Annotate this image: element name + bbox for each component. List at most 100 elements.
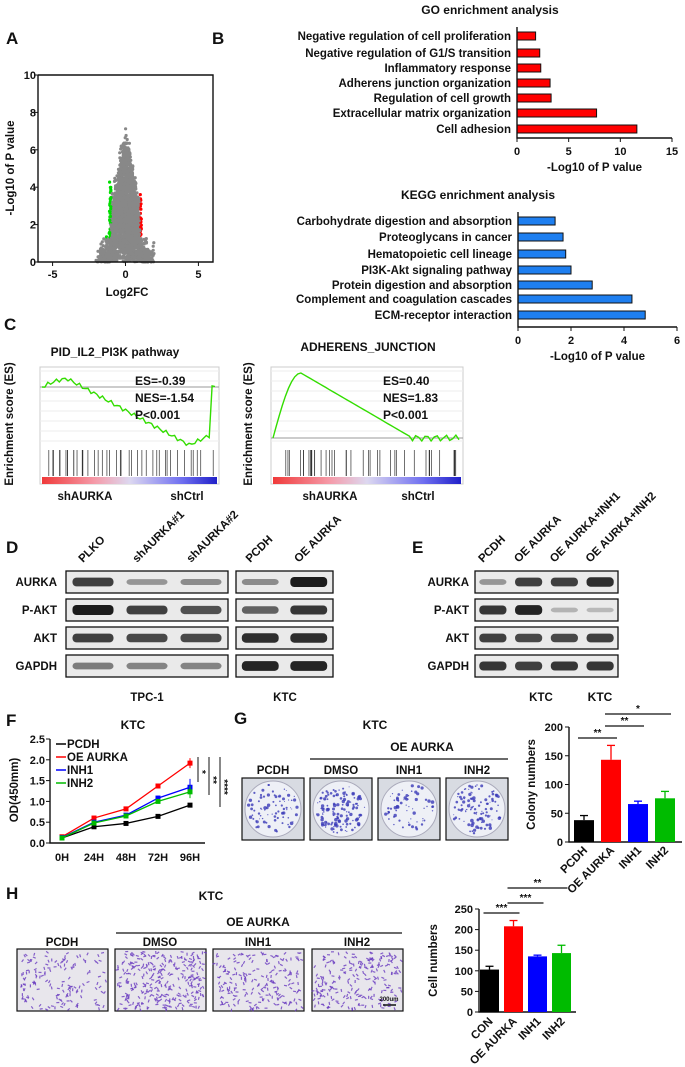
cell-mark (369, 958, 374, 961)
cell-mark (242, 960, 246, 965)
colony-dot (495, 810, 498, 812)
cell-mark (371, 1004, 374, 1008)
volcano-point (119, 217, 123, 221)
cell-mark (295, 1001, 298, 1005)
cell-mark (50, 1005, 55, 1007)
cell-mark (296, 958, 300, 962)
colony-dot (351, 828, 354, 832)
colony-dot (473, 828, 477, 832)
cell-mark (331, 986, 335, 990)
cell-mark (393, 954, 397, 958)
cell-mark (94, 959, 97, 963)
cell-mark (64, 955, 66, 959)
cell-mark (39, 1008, 43, 1010)
colony-dot (494, 800, 497, 803)
cell-mark (177, 992, 181, 996)
volcano-xlabel: Log2FC (106, 287, 149, 299)
cell-mark (316, 977, 320, 980)
colony-dot (414, 797, 418, 802)
cell-mark (321, 982, 324, 986)
significance-label: *** (520, 893, 532, 904)
cell-mark (78, 985, 81, 989)
volcano-point (99, 242, 103, 246)
panel-letter-f: F (6, 711, 16, 730)
volcano-point (105, 253, 109, 258)
panel-letter-b: B (212, 29, 224, 48)
cell-mark (100, 951, 105, 954)
cell-mark (140, 965, 144, 969)
colony-dot (259, 814, 262, 817)
colony-dot (337, 817, 340, 820)
cell-mark (61, 1002, 64, 1006)
volcano-point (137, 199, 141, 203)
cell-mark (150, 988, 154, 993)
kegg-chart: Carbohydrate digestion and absorption Pro… (296, 212, 680, 363)
cell-mark (377, 976, 379, 980)
cell-line-label: KTC (273, 692, 297, 704)
volcano-point (125, 240, 129, 244)
colony-dot (271, 813, 273, 815)
cell-mark (322, 955, 327, 959)
volcano-point (128, 177, 132, 181)
cell-mark (202, 976, 206, 980)
volcano-point (121, 167, 125, 172)
colony-dot (476, 784, 478, 786)
colony-dot (398, 819, 401, 822)
cell-mark (378, 958, 382, 962)
colony-dot (463, 820, 465, 823)
cell-mark (349, 967, 353, 970)
cell-mark (149, 976, 153, 980)
cell-mark (176, 1004, 180, 1008)
cell-mark (164, 958, 167, 963)
y-tick-label: 0.5 (30, 817, 45, 829)
cell-mark (393, 972, 397, 975)
blot-lane-label: PCDH (477, 534, 509, 566)
cell-mark (190, 974, 194, 977)
colony-dot (277, 810, 280, 813)
cell-mark (122, 960, 126, 964)
volcano-point (133, 255, 137, 259)
colony-dot (359, 813, 363, 817)
volcano-point (124, 192, 129, 196)
cell-mark (352, 974, 356, 978)
western-blot-d: AURKA P-AKT AKT GAPDH PLKO shAURKA#1shAURKA#2… (15, 508, 343, 704)
cell-mark (143, 953, 147, 957)
cell-mark (237, 998, 241, 1003)
volcano-point (134, 214, 138, 218)
cell-mark (354, 991, 357, 995)
bar (601, 759, 621, 842)
colony-dot (282, 816, 285, 819)
blot-band (72, 605, 114, 615)
cell-mark (156, 987, 159, 991)
volcano-point (126, 156, 130, 160)
cell-mark (71, 966, 75, 969)
colony-dot (273, 819, 277, 822)
cell-mark (278, 993, 281, 997)
cell-mark (54, 960, 58, 963)
gsea-left-label: shAURKA (58, 491, 113, 503)
colony-dot (472, 805, 474, 808)
colony-dot (353, 797, 356, 799)
data-point (187, 760, 193, 766)
significance-label: **** (218, 779, 229, 795)
cell-mark (156, 951, 160, 955)
cell-mark (389, 959, 393, 962)
cell-mark (267, 962, 271, 965)
volcano-point (131, 164, 135, 168)
volcano-point (109, 207, 113, 211)
cell-mark (150, 968, 153, 972)
cell-mark (337, 976, 341, 980)
cell-mark (222, 964, 225, 968)
y-tick-label: 1.0 (30, 796, 45, 808)
blot-row-label: P-AKT (22, 605, 57, 617)
volcano-point (108, 218, 112, 222)
cell-mark (125, 978, 129, 982)
cell-mark (222, 982, 226, 986)
cell-mark (331, 998, 335, 1002)
cell-mark (131, 987, 135, 991)
cell-mark (355, 973, 359, 977)
cell-mark (143, 992, 148, 995)
colony-dot (345, 802, 350, 807)
cell-mark (180, 972, 184, 976)
volcano-point (137, 248, 141, 252)
